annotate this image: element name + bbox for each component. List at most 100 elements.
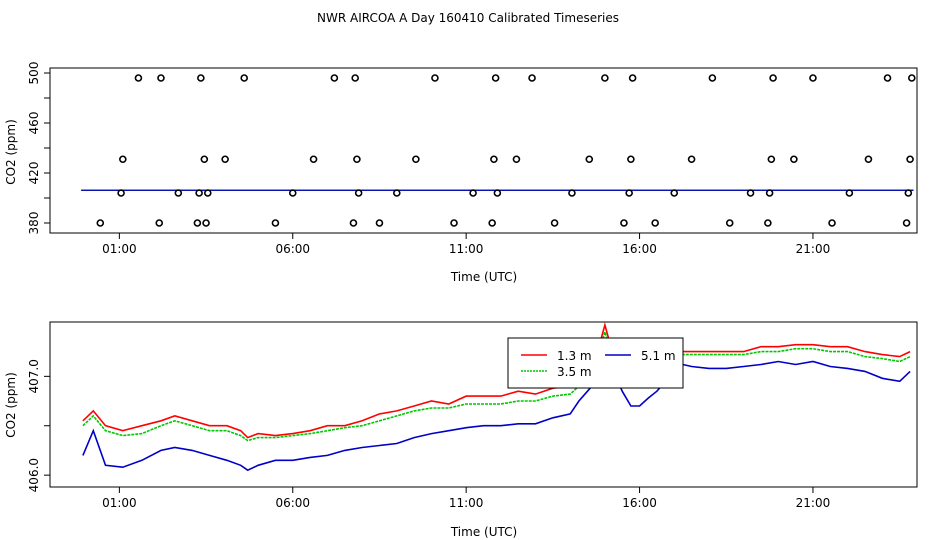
legend-label-3-5m: 3.5 m (557, 365, 592, 379)
scatter-point (195, 189, 203, 197)
scatter-point (845, 189, 854, 197)
scatter-point (627, 155, 635, 164)
legend-label-5-1m: 5.1 m (641, 349, 676, 363)
bottom-y-tick-label: 406.0 (27, 458, 41, 492)
scatter-point (490, 155, 498, 164)
scatter-point (620, 219, 628, 227)
top-y-axis-label: CO2 (ppm) (4, 119, 18, 185)
scatter-point (491, 74, 500, 82)
bottom-x-tick-label: 21:00 (796, 496, 831, 510)
scatter-point (330, 74, 339, 82)
bottom-x-axis: 01:00 06:00 11:00 16:00 21:00 (102, 487, 830, 510)
scatter-point (625, 189, 633, 197)
scatter-point (651, 219, 659, 227)
top-y-tick-label: 500 (27, 62, 41, 85)
scatter-point (883, 74, 892, 82)
scatter-point (528, 74, 536, 82)
scatter-point (725, 219, 734, 227)
scatter-point (708, 74, 717, 82)
scatter-point (450, 219, 458, 227)
top-x-tick-label: 16:00 (622, 242, 657, 256)
top-y-tick-label: 380 (27, 212, 41, 235)
scatter-point (431, 74, 439, 82)
scatter-point (309, 155, 318, 164)
scatter-point (392, 189, 401, 197)
top-y-tick-label: 460 (27, 112, 41, 135)
scatter-point (488, 219, 496, 227)
legend-box (507, 337, 684, 389)
bottom-x-tick-label: 01:00 (102, 496, 137, 510)
scatter-point (353, 155, 361, 164)
top-x-tick-label: 21:00 (796, 242, 831, 256)
figure-title: NWR AIRCOA A Day 160410 Calibrated Times… (317, 11, 619, 25)
scatter-point (469, 189, 477, 197)
bottom-x-tick-label: 06:00 (275, 496, 310, 510)
bottom-series-lines (82, 321, 911, 472)
legend-label-1-3m: 1.3 m (557, 349, 592, 363)
top-x-axis-label: Time (UTC) (450, 270, 517, 284)
scatter-point (155, 219, 164, 227)
bottom-x-tick-label: 11:00 (449, 496, 484, 510)
scatter-point (904, 189, 913, 197)
scatter-point (746, 189, 755, 197)
top-plot-frame (49, 67, 918, 234)
scatter-point (809, 74, 817, 82)
scatter-point (202, 219, 210, 227)
scatter-point (193, 219, 202, 227)
scatter-point (288, 189, 297, 197)
scatter-point (134, 74, 143, 82)
bottom-x-tick-label: 16:00 (622, 496, 657, 510)
scatter-point (550, 219, 559, 227)
top-x-axis: 01:00 06:00 11:00 16:00 21:00 (102, 233, 830, 256)
bottom-y-tick-label: 407.0 (27, 359, 41, 393)
scatter-point (200, 155, 209, 164)
scatter-point (907, 74, 916, 82)
scatter-point (203, 189, 212, 197)
scatter-point (765, 189, 774, 197)
scatter-point (493, 189, 502, 197)
scatter-point (864, 155, 873, 164)
scatter-point (568, 189, 576, 197)
top-x-tick-label: 06:00 (275, 242, 310, 256)
scatter-point (585, 155, 594, 164)
scatter-point (412, 155, 420, 164)
scatter-point (240, 74, 249, 82)
scatter-point (117, 189, 125, 197)
series-line-1-3-m (82, 321, 911, 439)
top-y-axis: 380 420 460 500 (27, 62, 50, 235)
top-x-tick-label: 11:00 (449, 242, 484, 256)
series-line-3-5-m (82, 329, 911, 442)
scatter-point (96, 219, 105, 227)
top-x-tick-label: 01:00 (102, 242, 137, 256)
bottom-y-axis: 406.0 407.0 (27, 359, 50, 492)
legend: 1.3 m 5.1 m 3.5 m (507, 337, 684, 389)
bottom-panel: 01:00 06:00 11:00 16:00 21:00 406.0 407.0 Tim… (4, 321, 918, 539)
scatter-point (687, 155, 696, 164)
scatter-point (351, 74, 359, 82)
bottom-plot-frame (49, 321, 918, 488)
top-y-tick-label: 420 (27, 162, 41, 185)
scatter-point (375, 219, 384, 227)
scatter-point (628, 74, 637, 82)
scatter-point (601, 74, 609, 82)
scatter-point (769, 74, 777, 82)
scatter-point (828, 219, 836, 227)
scatter-point (764, 219, 772, 227)
scatter-point (157, 74, 165, 82)
scatter-point (119, 155, 127, 164)
series-line-5-1-m (82, 343, 911, 472)
scatter-point (354, 189, 363, 197)
scatter-point (670, 189, 679, 197)
scatter-point (902, 219, 911, 227)
scatter-point (221, 155, 229, 164)
scatter-point (271, 219, 280, 227)
scatter-point (512, 155, 521, 164)
top-scatter-points (96, 74, 916, 227)
scatter-point (906, 155, 914, 164)
scatter-point (349, 219, 358, 227)
bottom-x-axis-label: Time (UTC) (450, 525, 517, 539)
top-panel: 01:00 06:00 11:00 16:00 21:00 380 420 460 500 T… (4, 62, 918, 284)
bottom-y-axis-label: CO2 (ppm) (4, 372, 18, 438)
scatter-point (790, 155, 798, 164)
